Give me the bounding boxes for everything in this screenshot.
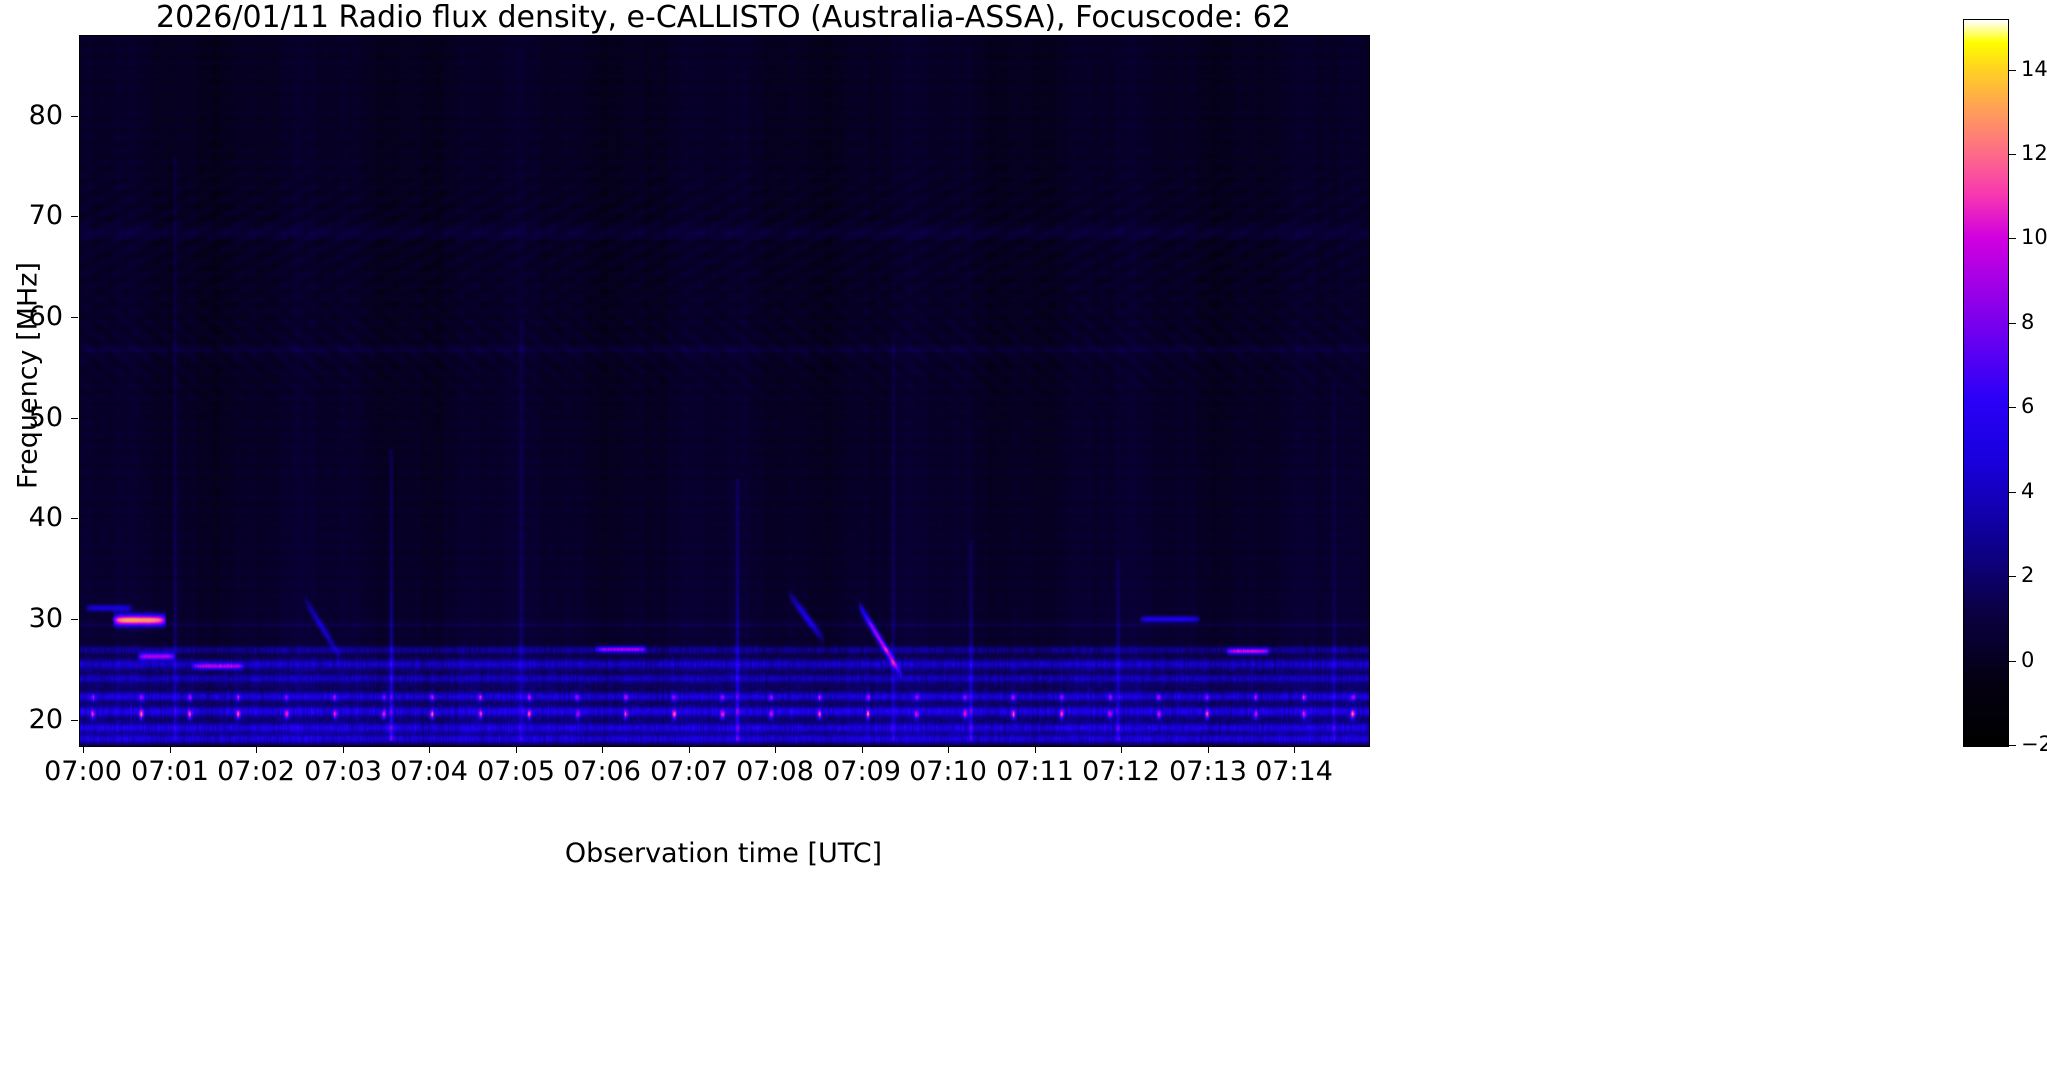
colorbar-tick-label: 0 [2021,648,2035,672]
colorbar-tick-label: 4 [2021,479,2035,503]
y-tick-label: 60 [28,301,63,332]
y-tick-label: 20 [28,704,63,735]
x-tick-mark [343,746,344,753]
y-axis-label: Frequency [MHz] [12,262,44,489]
x-tick-mark [170,746,171,753]
colorbar-tick-label: 6 [2021,394,2035,418]
colorbar-tick-label: −2 [2021,732,2047,756]
y-tick-mark [71,418,78,419]
x-tick-mark [775,746,776,753]
spectrogram-axes[interactable] [79,35,1370,747]
colorbar-tick-label: 2 [2021,563,2035,587]
colorbar-tick-mark [2009,70,2016,71]
x-tick-mark [83,746,84,753]
y-tick-mark [71,216,78,217]
x-tick-mark [862,746,863,753]
x-tick-mark [516,746,517,753]
x-tick-label: 07:10 [909,756,987,787]
colorbar-tick-mark [2009,407,2016,408]
colorbar-tick-mark [2009,323,2016,324]
colorbar-tick-mark [2009,154,2016,155]
y-tick-label: 80 [28,100,63,131]
colorbar-tick-label: 14 [2021,57,2047,81]
y-tick-mark [71,619,78,620]
x-tick-label: 07:05 [477,756,555,787]
x-tick-label: 07:09 [823,756,901,787]
colorbar-tick-label: 8 [2021,310,2035,334]
x-tick-mark [1294,746,1295,753]
x-tick-mark [256,746,257,753]
x-tick-mark [948,746,949,753]
x-tick-mark [1208,746,1209,753]
y-tick-mark [71,116,78,117]
colorbar-axes[interactable] [1963,19,2009,747]
x-tick-label: 07:00 [44,756,122,787]
colorbar-tick-label: 10 [2021,225,2047,249]
colorbar-tick-mark [2009,238,2016,239]
x-tick-label: 07:12 [1082,756,1160,787]
x-tick-label: 07:03 [304,756,382,787]
x-tick-label: 07:14 [1255,756,1333,787]
x-axis-label: Observation time [UTC] [564,838,883,869]
x-tick-mark [1121,746,1122,753]
colorbar-tick-mark [2009,492,2016,493]
colorbar-gradient [1964,20,2008,746]
page-title: 2026/01/11 Radio flux density, e-CALLIST… [156,0,1291,35]
y-tick-label: 50 [28,402,63,433]
colorbar-tick-mark [2009,576,2016,577]
y-tick-mark [71,317,78,318]
x-tick-mark [689,746,690,753]
y-tick-label: 30 [28,603,63,634]
x-tick-label: 07:01 [131,756,209,787]
x-tick-label: 07:02 [217,756,295,787]
x-tick-mark [602,746,603,753]
spectrogram-image[interactable] [80,36,1369,746]
y-tick-mark [71,518,78,519]
colorbar-tick-mark [2009,661,2016,662]
x-tick-mark [429,746,430,753]
x-tick-label: 07:07 [650,756,728,787]
colorbar-tick-label: 12 [2021,141,2047,165]
y-tick-mark [71,720,78,721]
colorbar-tick-mark [2009,745,2016,746]
x-tick-label: 07:13 [1169,756,1247,787]
x-tick-mark [1035,746,1036,753]
x-tick-label: 07:11 [996,756,1074,787]
y-tick-label: 70 [28,200,63,231]
x-tick-label: 07:06 [563,756,641,787]
x-tick-label: 07:08 [736,756,814,787]
x-tick-label: 07:04 [390,756,468,787]
y-tick-label: 40 [28,502,63,533]
